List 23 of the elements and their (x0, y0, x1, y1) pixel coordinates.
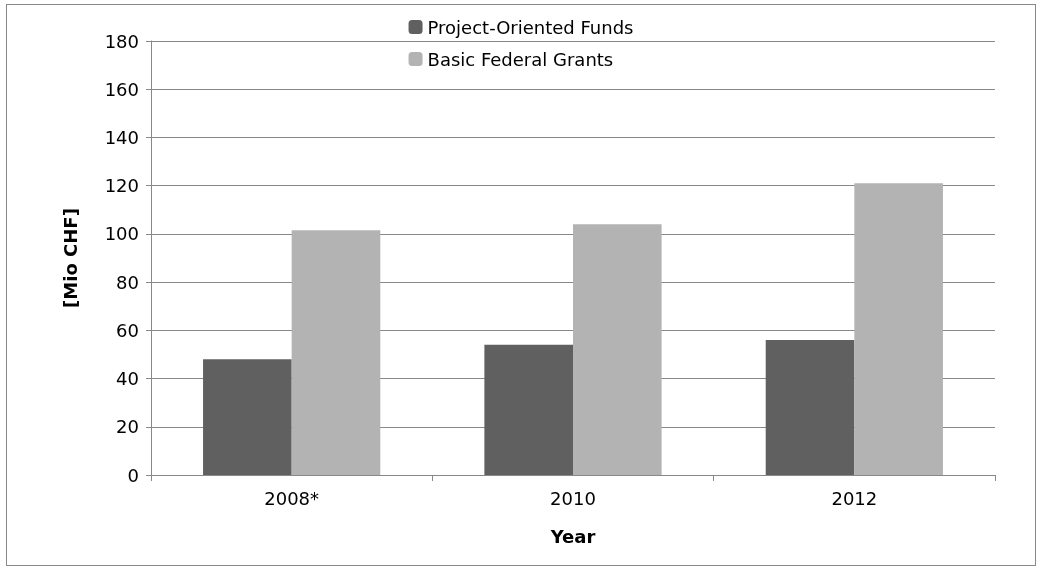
x-axis-title: Year (549, 525, 596, 547)
bar (765, 339, 855, 475)
y-tick-label: 20 (116, 416, 139, 438)
y-axis-title: [Mio CHF] (59, 208, 81, 308)
bar (854, 183, 943, 475)
y-tick-label: 140 (104, 126, 139, 148)
y-tick-label: 0 (127, 464, 139, 486)
bar (203, 359, 292, 475)
y-tick-label: 40 (116, 368, 139, 390)
y-tick-label: 60 (116, 319, 139, 341)
y-tick-label: 180 (104, 30, 139, 52)
bar (573, 224, 662, 475)
y-tick-label: 100 (104, 223, 139, 245)
bar (484, 344, 573, 475)
legend-label: Project-Oriented Funds (427, 16, 634, 38)
y-tick-label: 80 (116, 271, 139, 293)
y-tick-label: 160 (104, 78, 139, 100)
legend-label: Basic Federal Grants (427, 48, 614, 70)
x-tick-label: 2010 (550, 487, 596, 509)
y-tick-label: 120 (104, 175, 139, 197)
x-tick-label: 2008* (264, 487, 320, 509)
x-tick-label: 2012 (831, 487, 878, 509)
bar (291, 230, 381, 475)
